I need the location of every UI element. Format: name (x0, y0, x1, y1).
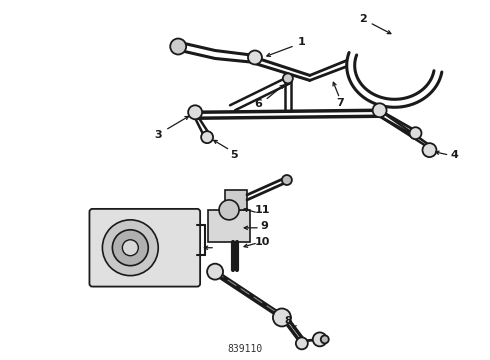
Circle shape (422, 143, 437, 157)
Text: 839110: 839110 (227, 344, 263, 354)
Text: 6: 6 (254, 99, 262, 109)
Circle shape (321, 336, 329, 343)
Circle shape (102, 220, 158, 276)
Circle shape (122, 240, 138, 256)
Circle shape (170, 39, 186, 54)
Circle shape (201, 131, 213, 143)
Circle shape (273, 309, 291, 327)
Circle shape (283, 73, 293, 84)
Circle shape (248, 50, 262, 64)
Circle shape (282, 175, 292, 185)
Circle shape (410, 127, 421, 139)
Text: 9: 9 (260, 221, 268, 231)
Bar (225, 190, 247, 210)
Text: 3: 3 (154, 130, 162, 140)
Text: 2: 2 (359, 14, 367, 24)
Circle shape (372, 103, 387, 117)
Text: 8: 8 (284, 316, 292, 327)
Circle shape (296, 337, 308, 349)
Circle shape (313, 332, 327, 346)
Circle shape (188, 105, 202, 119)
Circle shape (112, 230, 148, 266)
Circle shape (219, 200, 239, 220)
Text: 4: 4 (450, 150, 458, 160)
Text: 7: 7 (336, 98, 343, 108)
Text: 5: 5 (230, 150, 238, 160)
Text: 1: 1 (298, 36, 306, 46)
Text: 10: 10 (254, 237, 270, 247)
FancyBboxPatch shape (90, 209, 200, 287)
Text: 11: 11 (254, 205, 270, 215)
Bar (208, 210, 250, 242)
Circle shape (207, 264, 223, 280)
